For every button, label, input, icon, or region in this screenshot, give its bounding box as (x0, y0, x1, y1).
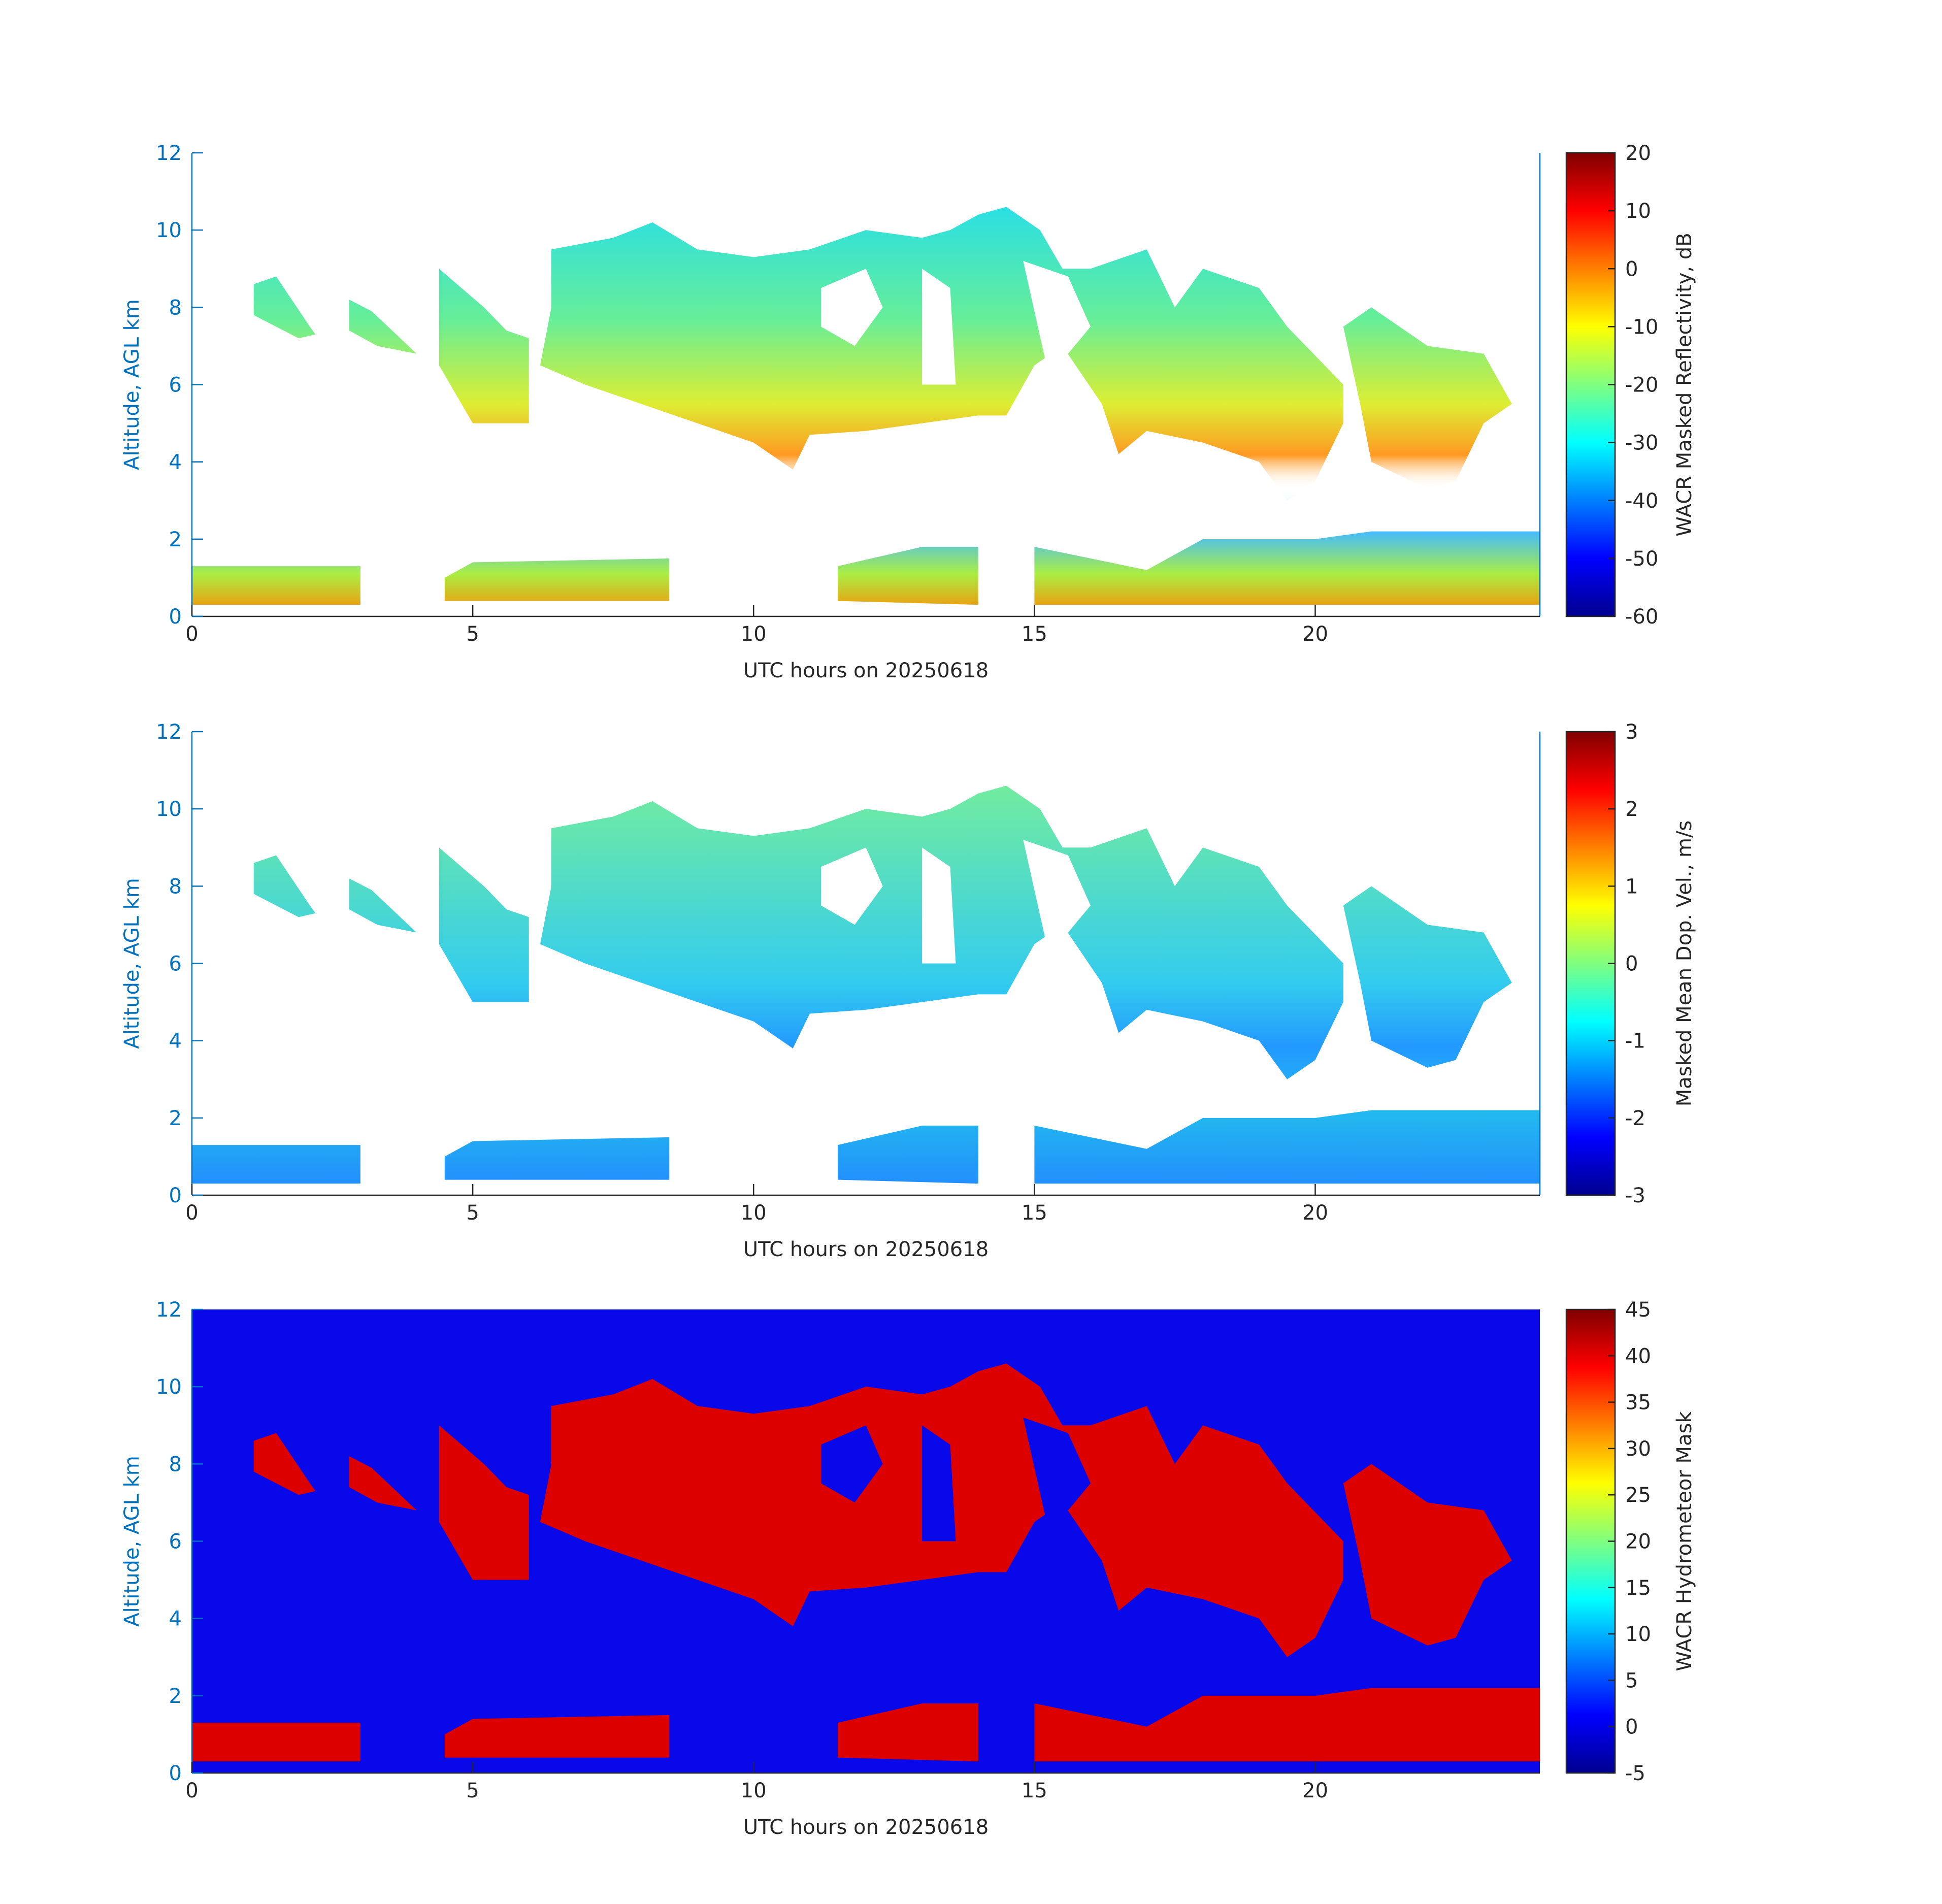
x-tick-label: 15 (1022, 1201, 1047, 1225)
y-tick-label: 4 (169, 451, 182, 474)
colorbar-tick-label: 20 (1625, 142, 1651, 165)
y-tick-label: 0 (169, 605, 182, 629)
x-axis-label: UTC hours on 20250618 (743, 1816, 989, 1839)
x-tick-label: 5 (466, 622, 479, 646)
x-tick-label: 5 (466, 1201, 479, 1225)
colorbar-label: Masked Mean Dop. Vel., m/s (1673, 820, 1696, 1107)
field (192, 785, 1540, 1184)
y-tick-label: 10 (156, 1375, 182, 1399)
y-tick-label: 10 (156, 798, 182, 821)
colorbar-tick-label: 1 (1625, 875, 1638, 898)
colorbar (1565, 731, 1616, 1196)
colorbar-label: WACR Hydrometeor Mask (1673, 1411, 1696, 1671)
y-tick-label: 0 (169, 1184, 182, 1207)
x-tick-label: 0 (185, 622, 198, 646)
y-tick-label: 12 (156, 720, 182, 744)
x-tick-label: 15 (1022, 622, 1047, 646)
colorbar-tick-label: 3 (1625, 720, 1638, 744)
cloud-field (192, 207, 1540, 605)
x-axis-label: UTC hours on 20250618 (743, 1238, 989, 1261)
x-tick-label: 20 (1302, 1779, 1328, 1802)
colorbar-tick-label: 0 (1625, 953, 1638, 976)
x-tick-label: 10 (741, 1779, 767, 1802)
x-tick-label: 20 (1302, 622, 1328, 646)
colorbar-label: WACR Masked Reflectivity, dB (1673, 233, 1696, 536)
colorbar-tick-label: 5 (1625, 1669, 1638, 1692)
y-tick-label: 4 (169, 1030, 182, 1053)
y-tick-label: 8 (169, 1453, 182, 1476)
y-tick-label: 0 (169, 1762, 182, 1785)
y-tick-label: 6 (169, 953, 182, 976)
colorbar-tick-label: 10 (1625, 200, 1651, 223)
y-tick-label: 2 (169, 528, 182, 551)
y-tick-label: 8 (169, 296, 182, 319)
colorbar-tick-label: -5 (1625, 1762, 1645, 1785)
x-tick-label: 10 (741, 622, 767, 646)
field (192, 207, 1540, 605)
x-axis-label: UTC hours on 20250618 (743, 659, 989, 682)
colorbar-tick-label: -40 (1625, 489, 1658, 513)
y-axis-label: Altitude, AGL km (120, 878, 144, 1049)
colorbar-tick-label: -2 (1625, 1107, 1645, 1130)
x-tick-label: 5 (466, 1779, 479, 1802)
colorbar-tick-label: -10 (1625, 315, 1658, 339)
colorbar-tick-label: 45 (1625, 1298, 1651, 1322)
cloud-field (192, 785, 1540, 1184)
x-tick-label: 15 (1022, 1779, 1047, 1802)
x-tick-label: 20 (1302, 1201, 1328, 1225)
colorbar-tick-label: 2 (1625, 798, 1638, 821)
y-axis-label: Altitude, AGL km (120, 299, 144, 470)
colorbar (1565, 152, 1616, 617)
colorbar (1565, 1308, 1616, 1774)
y-tick-label: 12 (156, 142, 182, 165)
y-tick-label: 2 (169, 1685, 182, 1708)
colorbar-tick-label: -60 (1625, 605, 1658, 629)
y-axis-label: Altitude, AGL km (120, 1456, 144, 1627)
colorbar-tick-label: 20 (1625, 1530, 1651, 1554)
x-tick-label: 0 (185, 1779, 198, 1802)
y-tick-label: 12 (156, 1298, 182, 1322)
colorbar-tick-label: -3 (1625, 1184, 1645, 1207)
colorbar-tick-label: 40 (1625, 1344, 1651, 1368)
colorbar-tick-label: 0 (1625, 257, 1638, 281)
colorbar-tick-label: 25 (1625, 1484, 1651, 1507)
y-tick-label: 8 (169, 875, 182, 898)
y-tick-label: 2 (169, 1107, 182, 1130)
colorbar-tick-label: 35 (1625, 1391, 1651, 1415)
y-tick-label: 10 (156, 219, 182, 242)
y-tick-label: 6 (169, 374, 182, 397)
y-tick-label: 4 (169, 1607, 182, 1631)
colorbar-tick-label: 10 (1625, 1623, 1651, 1646)
y-tick-label: 6 (169, 1530, 182, 1554)
colorbar-tick-label: -50 (1625, 547, 1658, 571)
x-tick-label: 0 (185, 1201, 198, 1225)
x-tick-label: 10 (741, 1201, 767, 1225)
colorbar-tick-label: -20 (1625, 374, 1658, 397)
colorbar-tick-label: 30 (1625, 1437, 1651, 1461)
colorbar-tick-label: 15 (1625, 1577, 1651, 1600)
colorbar-tick-label: 0 (1625, 1716, 1638, 1739)
colorbar-tick-label: -1 (1625, 1030, 1645, 1053)
colorbar-tick-label: -30 (1625, 432, 1658, 455)
